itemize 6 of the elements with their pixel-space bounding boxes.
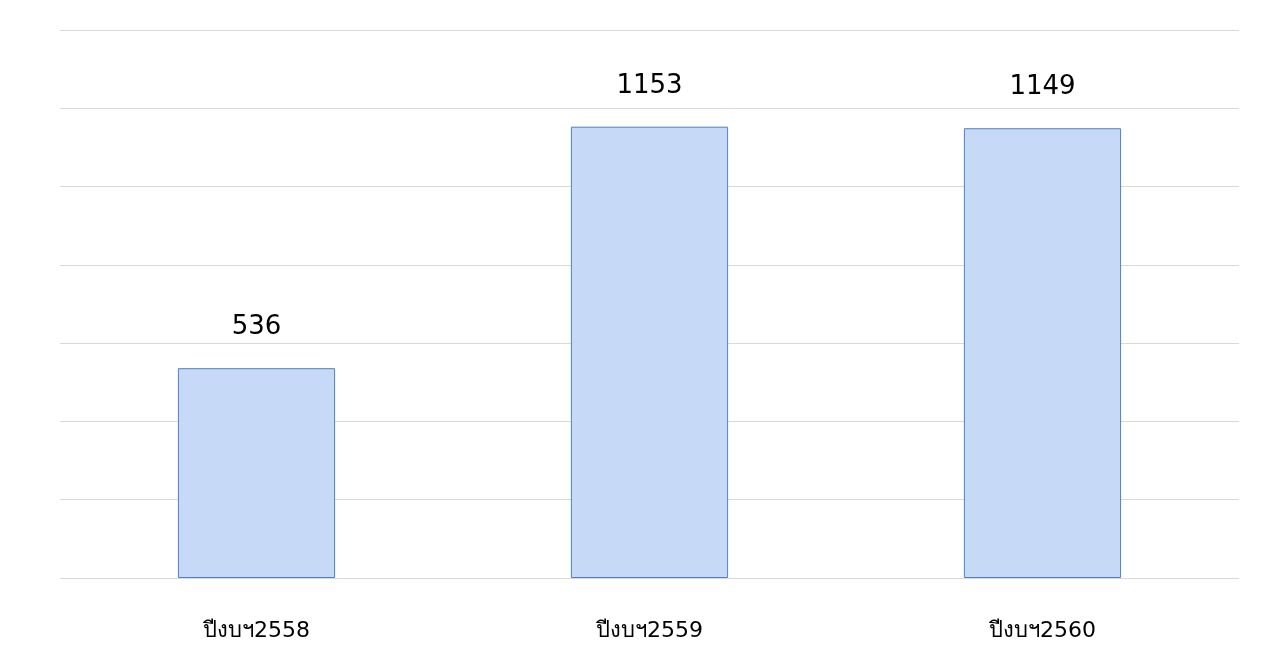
x-tick-label: ปีงบฯ2560	[988, 616, 1096, 642]
data-label: 1149	[1009, 70, 1076, 101]
x-tick-label: ปีงบฯ2559	[595, 616, 703, 642]
data-label: 536	[231, 310, 282, 341]
x-tick-label: ปีงบฯ2558	[202, 616, 310, 642]
data-label: 1153	[616, 68, 683, 99]
